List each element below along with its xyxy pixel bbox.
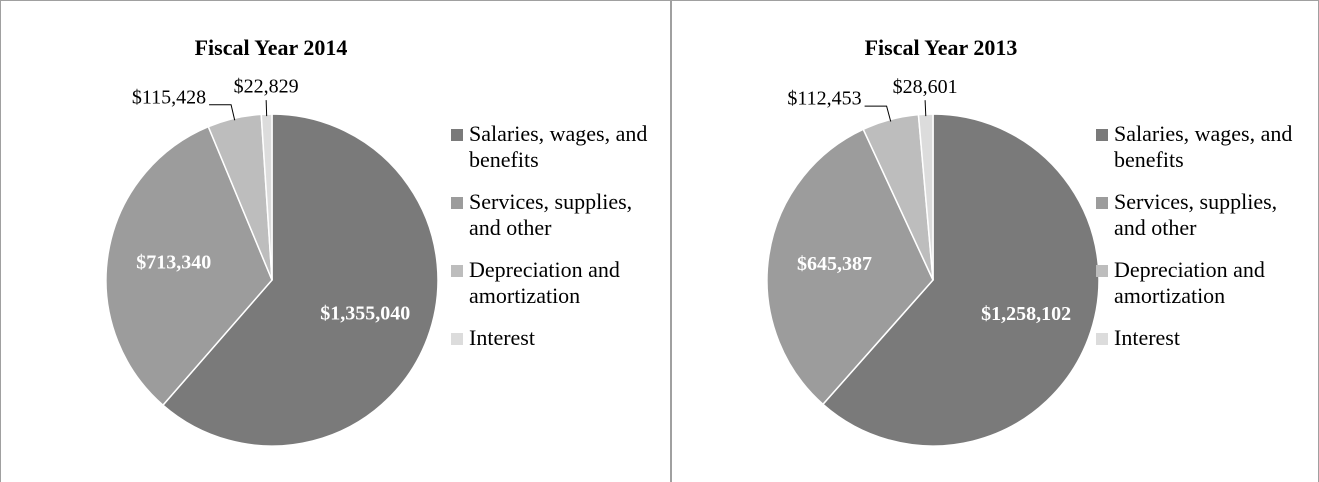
legend-item: Salaries, wages, and benefits [451,121,666,173]
legend-item: Depreciation and amortization [1096,257,1311,309]
pie-chart: $1,355,040 $713,340 $115,428 $22,829 [105,76,439,447]
data-label: $22,829 [234,76,299,98]
legend-label: Services, supplies, and other [469,189,633,240]
legend-item: Interest [451,325,666,351]
legend-swatch [451,333,463,345]
pie-slice [821,113,1100,447]
legend-swatch [451,197,463,209]
legend-label: Interest [1114,325,1180,350]
legend-item: Services, supplies, and other [451,189,666,241]
data-label: $1,355,040 [320,303,410,325]
leader-line [864,105,892,122]
legend-swatch [1096,129,1108,141]
legend-label: Salaries, wages, and benefits [1114,121,1293,172]
data-label: $713,340 [136,252,211,274]
legend-swatch [451,129,463,141]
legend: Salaries, wages, and benefits Services, s… [451,121,666,367]
data-label: $115,428 [132,86,206,108]
legend-label: Depreciation and amortization [1114,257,1265,308]
data-label: $645,387 [797,253,872,275]
legend-item: Interest [1096,325,1311,351]
leader-line [924,100,927,117]
legend-label: Depreciation and amortization [469,257,620,308]
data-label: $28,601 [893,76,958,98]
legend-swatch [1096,197,1108,209]
pie-chart: $1,258,102 $645,387 $112,453 $28,601 [766,76,1100,447]
legend-label: Salaries, wages, and benefits [469,121,648,172]
legend-label: Interest [469,325,535,350]
data-label: $1,258,102 [981,303,1071,325]
legend: Salaries, wages, and benefits Services, s… [1096,121,1311,367]
pie-slice [105,125,273,407]
legend-label: Services, supplies, and other [1114,189,1278,240]
pie-slice [161,113,439,447]
leader-line [265,100,268,117]
data-label: $112,453 [787,88,861,110]
legend-swatch [1096,333,1108,345]
chart-title: Fiscal Year 2013 [864,35,1018,60]
chart-panel: $1,258,102 $645,387 $112,453 $28,601 Fiscal … [670,0,1319,482]
legend-swatch [451,265,463,277]
pie-slice [766,128,934,406]
legend-item: Depreciation and amortization [451,257,666,309]
leader-line [209,104,236,121]
chart-title: Fiscal Year 2014 [194,35,348,60]
chart-panel: $1,355,040 $713,340 $115,428 $22,829 Fiscal … [0,0,672,482]
legend-swatch [1096,265,1108,277]
legend-item: Services, supplies, and other [1096,189,1311,241]
legend-item: Salaries, wages, and benefits [1096,121,1311,173]
